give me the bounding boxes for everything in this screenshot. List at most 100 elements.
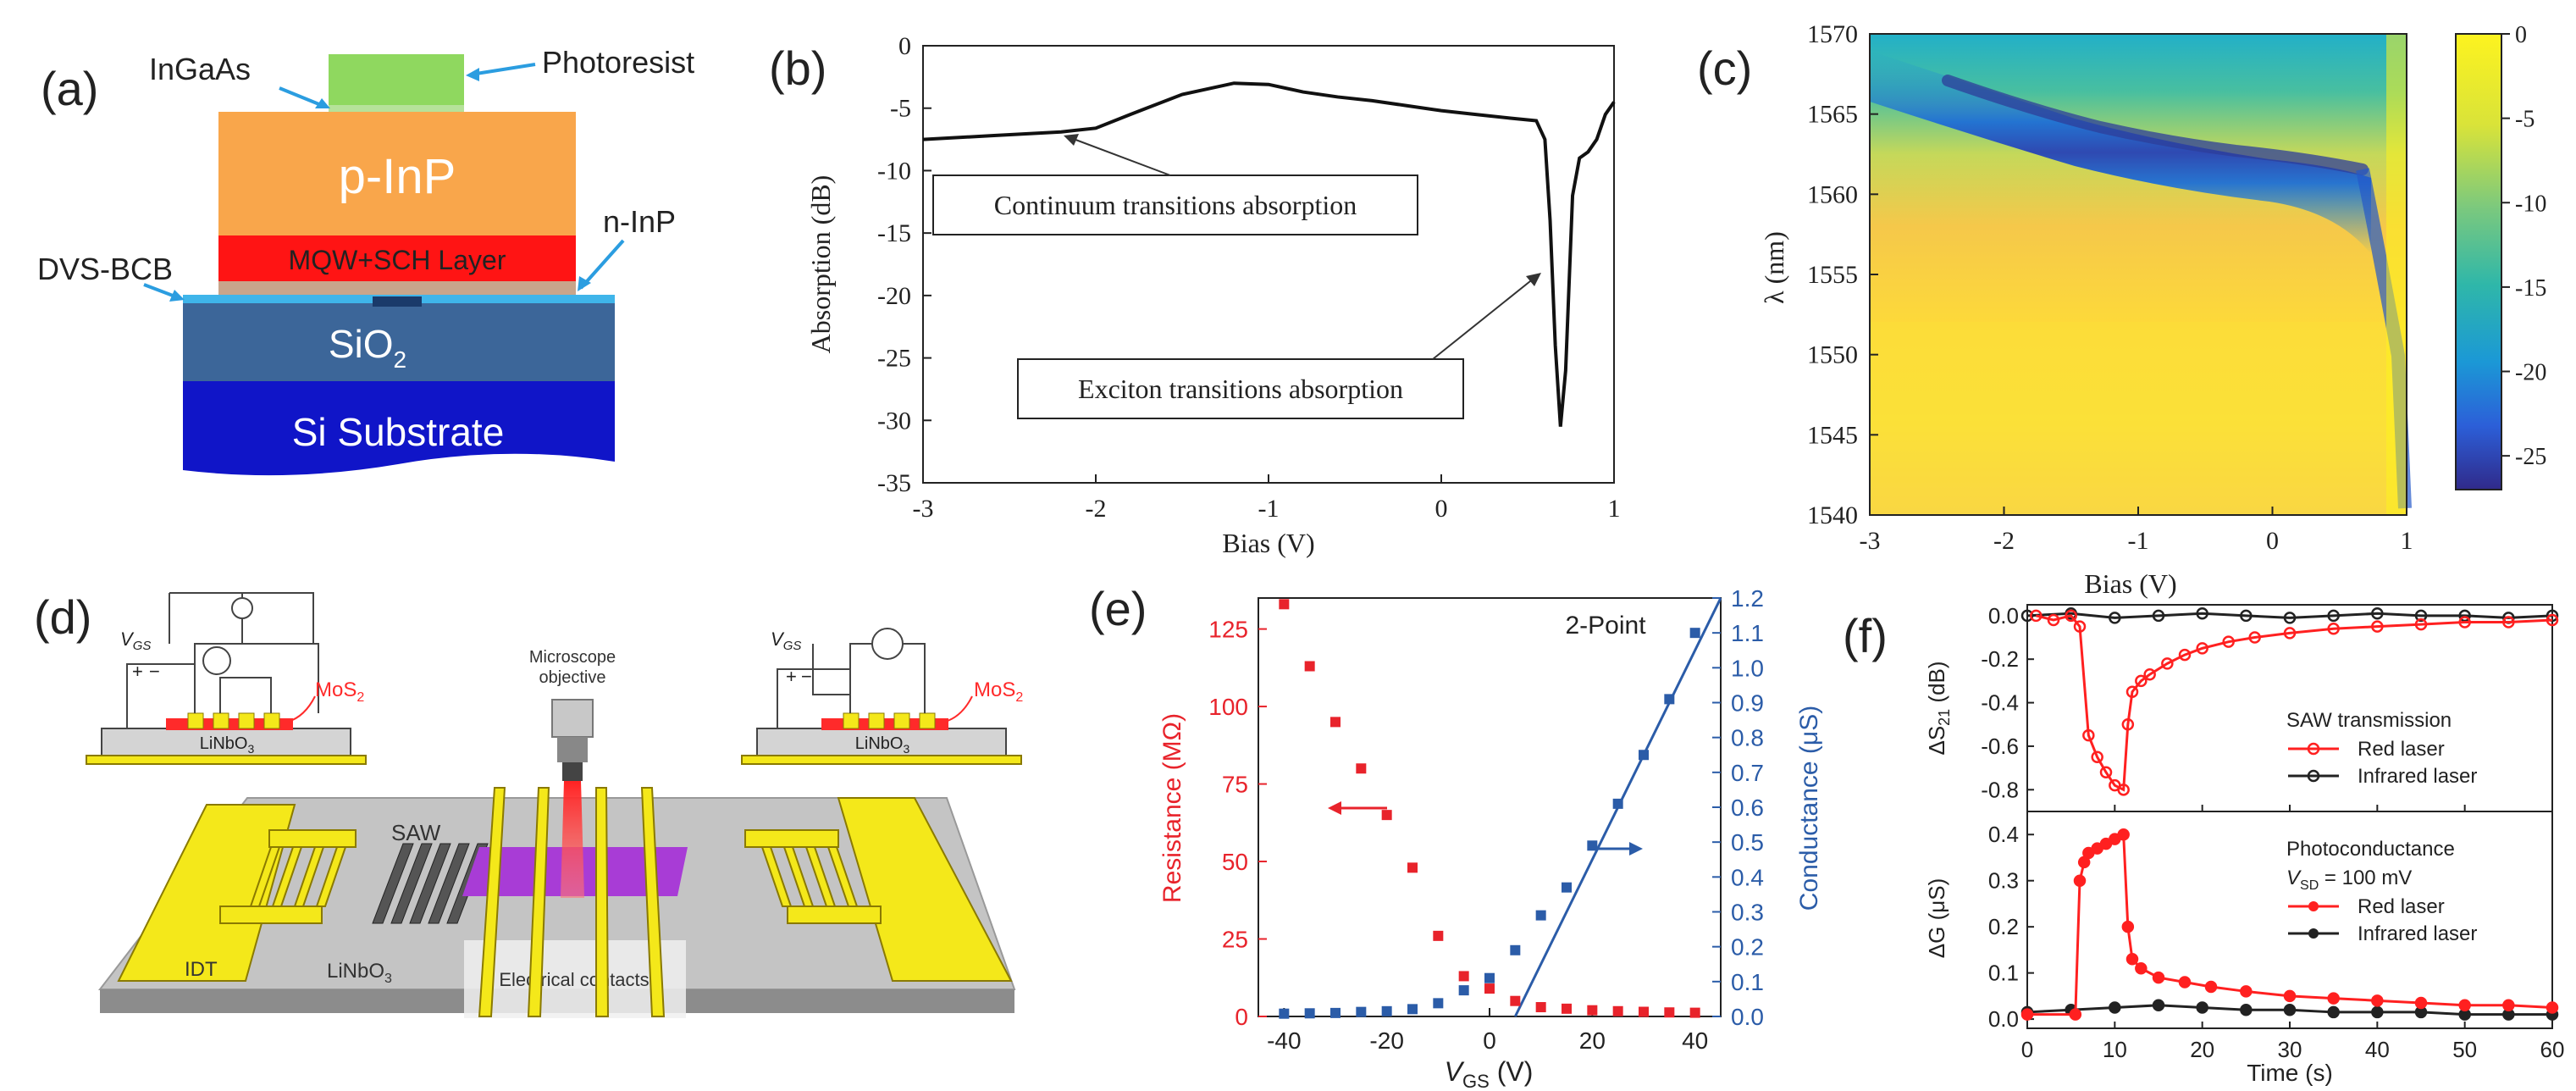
f-top-red-point: [2125, 685, 2139, 698]
plot-c-ticks: -3 -2 -1 0 1 1540 1545 1550 1555 1560 1565 1570: [1807, 20, 2413, 555]
f-bottom-legend-ir-label: Infrared laser: [2358, 922, 2477, 945]
panel-e-label: (e): [1089, 582, 1147, 635]
f-bottom-legend-vsd: VSD = 100 mV: [2286, 867, 2412, 893]
f-top-red-point: [2327, 623, 2340, 635]
e-xtick-label: 20: [1579, 1027, 1606, 1054]
panel-b: (b) -3 -2 -1 0 10-5-10-15-20-25-30-35 Bias (…: [769, 32, 1621, 558]
plus-right: +: [786, 666, 797, 687]
mqw-layer: [218, 235, 576, 281]
resistance-point: [1562, 1003, 1572, 1014]
mqw-label: MQW+SCH Layer: [289, 245, 506, 275]
f-top-red-point: [2161, 657, 2174, 670]
plot-e-ylabel-left: Resistance (MΩ): [1158, 713, 1186, 903]
panel-a-label: (a): [41, 62, 98, 115]
ninp-arrow: [579, 239, 625, 290]
ingaas-arrow: [279, 86, 326, 108]
panel-e: (e) -40 -20 0 20 40 0 25 50 75 100 125 0.0 0.1 0.2 0.3…: [1089, 582, 1823, 1091]
sio2-layer: [183, 303, 615, 381]
e-ytick-right-label: 0.8: [1731, 725, 1764, 751]
f-top-ytick-label: -0.6: [1981, 734, 2019, 759]
microscope-objective: [551, 699, 594, 898]
e-ytick-right-label: 0.2: [1731, 934, 1764, 961]
panel-f: (f) 0 10 20 30 40 50 600.0-0.2-0.4-0.6-0.80.00…: [1843, 603, 2564, 1086]
conductance-point: [1535, 910, 1546, 921]
heatmap-right-edge: [2386, 34, 2407, 515]
f-bottom-infrared-point: [2196, 1001, 2208, 1014]
e-ytick-right-label: 0.6: [1731, 795, 1764, 821]
colorbar-tick-label: -25: [2515, 444, 2546, 470]
resistance-point: [1535, 1002, 1546, 1013]
b-xtick-label: -3: [913, 495, 934, 523]
exciton-annotation: Exciton transitions absorption: [1078, 374, 1403, 404]
ninp-layer: [218, 281, 576, 295]
c-ytick-label: 1545: [1807, 421, 1858, 449]
plot-f-bottom-ylabel: ΔG (μS): [1924, 878, 1949, 958]
f-top-infrared-point: [2458, 609, 2471, 623]
e-ytick-right-label: 0.4: [1731, 864, 1764, 890]
continuum-arrow: [1070, 137, 1171, 176]
f-bottom-red-point: [2240, 985, 2253, 998]
plot-e-marks: [1279, 597, 1722, 1019]
f-bottom-legend-title: Photoconductance: [2286, 838, 2455, 861]
f-bottom-legend-ir: [2288, 928, 2339, 939]
f-xtick-label: 60: [2540, 1037, 2565, 1062]
resistance-point: [1458, 971, 1469, 982]
f-top-red-point: [2414, 617, 2428, 631]
c-xtick-label: 0: [2266, 527, 2279, 555]
f-bottom-red-point: [2069, 1008, 2082, 1021]
c-ytick-label: 1540: [1807, 501, 1858, 529]
b-xtick-label: 1: [1608, 495, 1621, 523]
conductance-point: [1381, 1005, 1392, 1016]
panel-a: (a) p-InP MQW+SCH Layer SiO2 Si Substrat…: [37, 45, 694, 476]
resistance-point: [1279, 599, 1290, 610]
f-top-red-point: [2371, 620, 2384, 633]
f-top-red-point: [2135, 674, 2148, 688]
c-xtick-label: -3: [1860, 527, 1881, 555]
plot-f-top-ylabel: ΔS21 (dB): [1924, 661, 1953, 755]
f-top-red-point: [2143, 667, 2156, 681]
e-xtick-label: 40: [1682, 1027, 1708, 1054]
conductance-point: [1407, 1004, 1418, 1015]
circuit-left: [86, 592, 367, 765]
f-top-red-point: [2091, 750, 2103, 764]
c-ytick-label: 1555: [1807, 261, 1858, 289]
idt-left: [117, 804, 357, 982]
e-ytick-right-label: 0.7: [1731, 760, 1764, 786]
f-bottom-infrared-point: [2240, 1003, 2253, 1016]
e-ytick-right-label: 0.9: [1731, 690, 1764, 717]
f-bottom-legend-red: [2288, 901, 2339, 911]
f-top-infrared-point: [2196, 607, 2208, 620]
minus-left: −: [149, 661, 160, 682]
resistance-point: [1304, 661, 1315, 672]
conductance-point: [1562, 882, 1572, 893]
bcb-label: DVS-BCB: [37, 252, 173, 286]
resistance-point: [1664, 1007, 1675, 1018]
f-xtick-label: 10: [2103, 1037, 2127, 1062]
c-xtick-label: -1: [2128, 527, 2149, 555]
plot-e-frame: [1258, 597, 1722, 1017]
waveguide: [373, 296, 422, 307]
f-top-red-point: [2178, 648, 2192, 662]
vgs-left: VGS: [120, 629, 151, 653]
conductance-point: [1664, 694, 1675, 705]
idt-right: [744, 797, 1013, 982]
e-ytick-right-label: 0.3: [1731, 900, 1764, 926]
ingaas-layer: [329, 105, 464, 112]
plot-e-inset: 2-Point: [1565, 612, 1646, 640]
linbo3-right: LiNbO3: [855, 734, 910, 756]
f-top-infrared-point: [2240, 609, 2253, 623]
conductance-point: [1484, 972, 1495, 983]
c-xtick-label: -2: [1993, 527, 2015, 555]
b-ytick-label: -10: [877, 157, 911, 185]
conductance-point: [1330, 1007, 1341, 1018]
f-top-red-point: [2065, 609, 2077, 623]
panel-b-label: (b): [769, 42, 826, 95]
f-bottom-red-point: [2502, 999, 2515, 1012]
mos2-left-pointer: [287, 695, 316, 723]
mos2-left: MoS2: [315, 678, 364, 705]
c-ytick-label: 1570: [1807, 20, 1858, 48]
colorbar-ticks: 0 -5 -10 -15 -20 -25: [2501, 22, 2546, 470]
f-top-red-point: [2248, 631, 2261, 644]
sio2-label: SiO2: [329, 322, 406, 373]
